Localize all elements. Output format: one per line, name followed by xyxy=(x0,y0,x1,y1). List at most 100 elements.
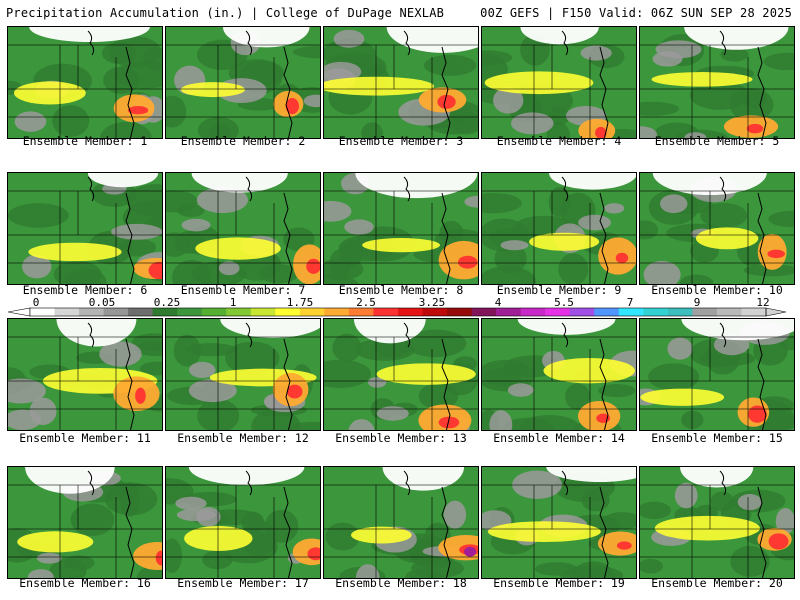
colorbar-swatch xyxy=(496,308,522,316)
ensemble-panel-7 xyxy=(165,172,321,285)
precip-map xyxy=(8,467,162,578)
precip-contour-light xyxy=(571,561,616,578)
colorbar-swatch xyxy=(30,308,56,316)
precip-contour-trace xyxy=(111,223,162,240)
colorbar-swatch xyxy=(250,308,276,316)
precip-map xyxy=(166,319,320,430)
colorbar-swatch xyxy=(348,308,374,316)
precip-contour-moderate xyxy=(651,72,753,87)
colorbar-swatch xyxy=(201,308,227,316)
river-border xyxy=(757,46,767,138)
precip-contour-trace xyxy=(578,214,611,231)
colorbar-tick-label: 0 xyxy=(32,296,40,309)
precip-contour-trace xyxy=(652,51,683,67)
ensemble-member-label: Ensemble Member: 17 xyxy=(177,576,309,590)
colorbar-swatch xyxy=(569,308,595,316)
river-border xyxy=(125,46,135,138)
colorbar-tick-label: 1 xyxy=(229,296,237,309)
no-precip-area xyxy=(386,27,478,53)
precip-contour-trace xyxy=(344,219,374,235)
precip-contour-trace xyxy=(659,194,688,214)
precip-contour-max xyxy=(746,123,764,134)
precip-contour-trace xyxy=(775,508,794,535)
precip-contour-light xyxy=(482,192,522,214)
ensemble-panel-20 xyxy=(639,466,795,579)
precip-contour-light xyxy=(710,491,734,512)
precip-contour-max xyxy=(148,261,162,280)
colorbar-swatch xyxy=(54,308,80,316)
precip-contour-moderate xyxy=(640,388,725,406)
precip-contour-light xyxy=(8,203,69,228)
no-precip-area xyxy=(680,467,754,488)
precip-contour-moderate xyxy=(529,232,600,251)
colorbar-swatch xyxy=(447,308,473,316)
colorbar-tick-label: 3.25 xyxy=(418,296,446,309)
precip-contour-light xyxy=(324,274,359,284)
colorbar-swatch xyxy=(103,308,129,316)
ensemble-member-label: Ensemble Member: 14 xyxy=(493,431,625,445)
colorbar-swatch xyxy=(594,308,620,316)
ensemble-member-label: Ensemble Member: 4 xyxy=(496,134,622,148)
chart-title: Precipitation Accumulation (in.) | Colle… xyxy=(6,6,445,20)
ensemble-member-label: Ensemble Member: 11 xyxy=(19,431,151,445)
precip-map xyxy=(8,319,162,430)
precip-contour-trace xyxy=(188,361,216,378)
colorbar-outline xyxy=(29,307,767,317)
lake-outline xyxy=(719,322,727,348)
precip-contour-light xyxy=(131,333,162,351)
river-border xyxy=(599,486,609,578)
precip-map xyxy=(166,173,320,284)
precip-contour-trace xyxy=(640,126,658,138)
precip-map xyxy=(166,467,320,578)
colorbar-swatch xyxy=(324,308,350,316)
ensemble-panel-16 xyxy=(7,466,163,579)
precip-contour-heavy xyxy=(438,240,478,280)
colorbar-tick-label: 0.05 xyxy=(88,296,116,309)
river-border xyxy=(441,486,451,578)
colorbar-swatch xyxy=(79,308,105,316)
colorbar-tick-label: 1.75 xyxy=(286,296,314,309)
precip-contour-trace xyxy=(510,112,554,135)
precip-contour-max xyxy=(457,255,478,269)
precip-contour-trace xyxy=(464,195,478,208)
ensemble-member-label: Ensemble Member: 10 xyxy=(651,283,783,297)
precip-contour-light xyxy=(177,204,205,217)
precip-contour-trace xyxy=(674,482,698,509)
ensemble-member-label: Ensemble Member: 3 xyxy=(338,134,464,148)
no-precip-area xyxy=(546,467,636,483)
precip-contour-trace xyxy=(333,29,365,48)
precip-contour-light xyxy=(680,274,714,284)
precip-contour-max xyxy=(286,384,303,399)
precip-map xyxy=(324,467,478,578)
ensemble-member-label: Ensemble Member: 9 xyxy=(496,283,622,297)
precip-contour-light xyxy=(565,383,591,410)
precip-contour-light xyxy=(534,562,578,576)
ensemble-member-label: Ensemble Member: 5 xyxy=(654,134,780,148)
lake-outline xyxy=(561,176,569,202)
colorbar-max-arrow xyxy=(765,307,787,317)
colorbar-swatch xyxy=(643,308,669,316)
lake-outline xyxy=(87,322,95,348)
precip-contour-light xyxy=(143,46,162,70)
precip-contour-max xyxy=(616,541,632,550)
precip-map xyxy=(324,27,478,138)
precip-contour-moderate xyxy=(654,515,761,541)
precip-contour-extreme xyxy=(464,546,477,557)
precip-map xyxy=(482,173,636,284)
precip-contour-moderate xyxy=(28,242,122,262)
river-border xyxy=(125,486,135,578)
ensemble-panel-3 xyxy=(323,26,479,139)
no-precip-area xyxy=(188,467,305,486)
precip-contour-trace xyxy=(493,87,524,114)
river-border xyxy=(125,192,135,284)
colorbar-tick-label: 0.25 xyxy=(153,296,181,309)
precip-contour-trace xyxy=(14,111,47,132)
lake-outline xyxy=(561,470,569,496)
colorbar-swatch xyxy=(177,308,203,316)
precip-map xyxy=(640,319,794,430)
precip-contour-light xyxy=(418,383,459,410)
precip-contour-trace xyxy=(604,203,625,214)
precip-contour-light xyxy=(405,329,467,358)
colorbar-legend: 0 0.05 0.25 1 1.75 2.5 3.25 4 5.5 7 9 12 xyxy=(0,296,800,318)
colorbar-swatch xyxy=(275,308,301,316)
